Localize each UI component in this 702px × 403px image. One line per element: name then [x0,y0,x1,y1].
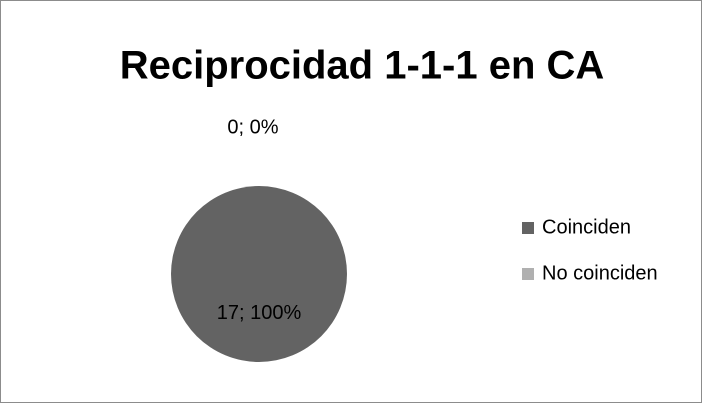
legend-swatch [522,222,534,234]
data-label: 17; 100% [217,302,302,324]
legend-label: No coinciden [542,262,658,284]
legend-label: Coinciden [542,216,631,238]
legend-swatch [522,268,534,280]
chart-title: Reciprocidad 1-1-1 en CA [120,44,605,88]
pie-slice [171,186,347,362]
data-label: 0; 0% [227,116,278,138]
